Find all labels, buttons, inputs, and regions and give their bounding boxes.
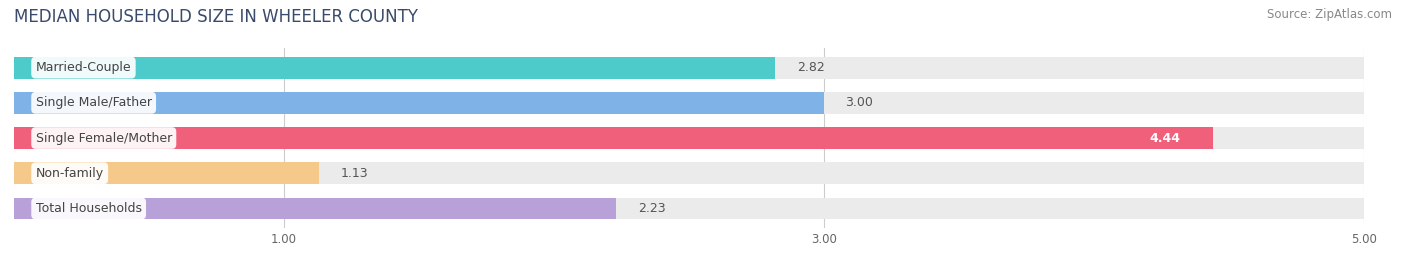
Bar <box>14 198 1364 219</box>
Text: MEDIAN HOUSEHOLD SIZE IN WHEELER COUNTY: MEDIAN HOUSEHOLD SIZE IN WHEELER COUNTY <box>14 8 418 26</box>
Bar <box>14 57 775 79</box>
Text: 4.44: 4.44 <box>1149 132 1180 144</box>
Bar <box>14 127 1364 149</box>
Text: Single Male/Father: Single Male/Father <box>35 96 152 109</box>
Text: 3.00: 3.00 <box>845 96 873 109</box>
Text: 2.82: 2.82 <box>797 61 825 74</box>
Text: 1.13: 1.13 <box>340 167 368 180</box>
Bar <box>14 92 1364 114</box>
Bar <box>14 198 616 219</box>
Text: Married-Couple: Married-Couple <box>35 61 131 74</box>
Text: 2.23: 2.23 <box>638 202 665 215</box>
Bar <box>14 127 1212 149</box>
Bar <box>14 162 1364 184</box>
Text: Source: ZipAtlas.com: Source: ZipAtlas.com <box>1267 8 1392 21</box>
Text: Total Households: Total Households <box>35 202 142 215</box>
Bar <box>14 92 824 114</box>
Text: Single Female/Mother: Single Female/Mother <box>35 132 172 144</box>
Bar <box>14 162 319 184</box>
Bar <box>14 57 1364 79</box>
Text: Non-family: Non-family <box>35 167 104 180</box>
